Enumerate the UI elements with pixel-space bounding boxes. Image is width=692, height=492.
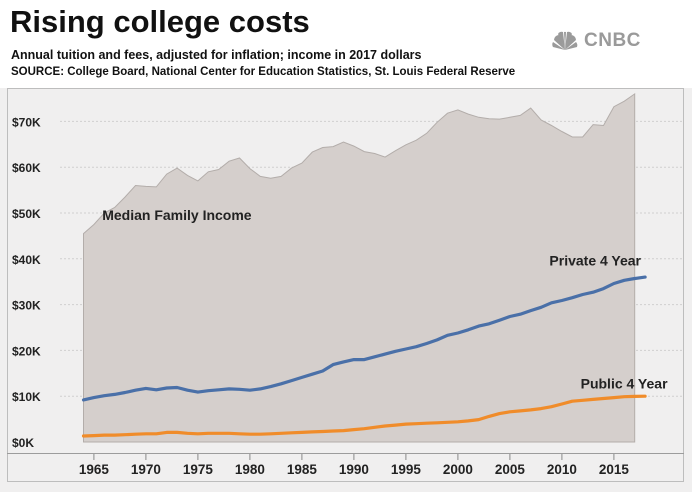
x-tick-label: 1975 <box>183 462 214 477</box>
y-tick-label: $70K <box>12 115 41 129</box>
x-axis-ticks: 1965 1970 1975 1980 1985 1990 1995 2000 2005 2010… <box>79 454 630 477</box>
series-annotations: Median Family Income Private 4 Year Public… <box>102 207 668 392</box>
x-tick-label: 1970 <box>131 462 161 477</box>
chart-source: SOURCE: College Board, National Center f… <box>11 66 516 78</box>
logo-text: CNBC <box>584 30 641 51</box>
y-tick-label: $20K <box>12 344 41 358</box>
x-tick-label: 1990 <box>339 462 369 477</box>
y-tick-label: $0K <box>12 436 34 450</box>
private-4-year-line <box>81 275 647 402</box>
cnbc-logo: CNBC <box>550 28 641 54</box>
peacock-icon <box>552 31 578 50</box>
x-tick-label: 1995 <box>391 462 422 477</box>
private-4-year-label: Private 4 Year <box>549 253 641 269</box>
x-tick-label: 2000 <box>443 462 473 477</box>
y-tick-label: $50K <box>12 207 41 221</box>
median-family-income-label: Median Family Income <box>102 207 252 223</box>
y-tick-label: $60K <box>12 161 41 175</box>
x-tick-label: 2005 <box>495 462 526 477</box>
plot-border <box>7 88 684 482</box>
x-tick-label: 2010 <box>547 462 577 477</box>
public-4-year-line <box>81 394 647 438</box>
x-tick-label: 1980 <box>235 462 265 477</box>
x-tick-label: 2015 <box>599 462 630 477</box>
chart-subtitle: Annual tuition and fees, adjusted for in… <box>11 48 422 62</box>
y-tick-label: $10K <box>12 390 41 404</box>
y-tick-label: $40K <box>12 253 41 267</box>
y-axis-ticks: $0K $10K $20K $30K $40K $50K $60K $70K <box>12 115 41 450</box>
public-4-year-label: Public 4 Year <box>581 375 668 391</box>
x-tick-label: 1965 <box>79 462 110 477</box>
median-family-income-area <box>83 92 636 443</box>
y-tick-label: $30K <box>12 299 41 313</box>
x-tick-label: 1985 <box>287 462 318 477</box>
page-title: Rising college costs <box>10 4 310 39</box>
